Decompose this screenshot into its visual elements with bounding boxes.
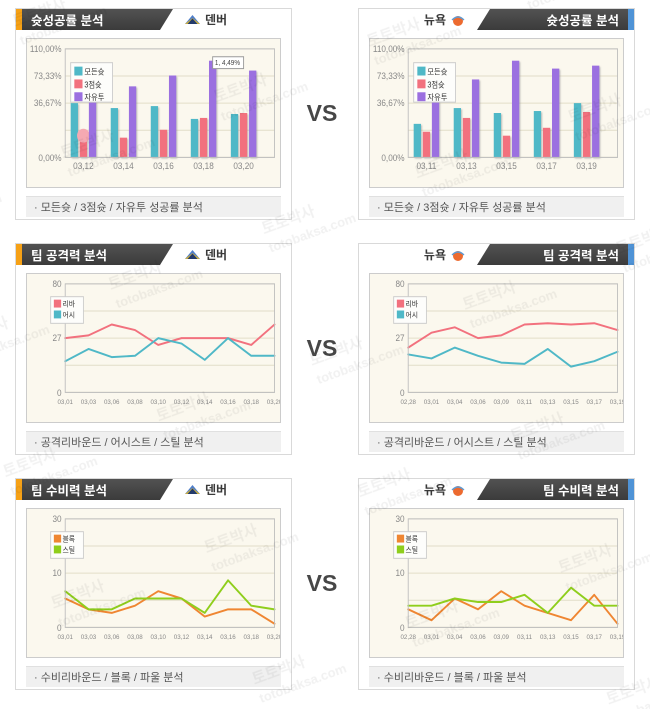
svg-text:03,17: 03,17 xyxy=(587,399,603,406)
svg-text:3점슛: 3점슛 xyxy=(84,79,101,89)
svg-text:03,03: 03,03 xyxy=(81,634,97,641)
svg-text:0,00%: 0,00% xyxy=(381,153,405,163)
svg-text:모든슛: 모든슛 xyxy=(84,67,104,76)
svg-text:36,67%: 36,67% xyxy=(377,98,405,108)
svg-text:03,09: 03,09 xyxy=(494,634,510,641)
svg-text:03,03: 03,03 xyxy=(81,399,97,406)
svg-text:10: 10 xyxy=(395,568,404,578)
svg-text:리바: 리바 xyxy=(405,299,418,308)
svg-text:03,20: 03,20 xyxy=(233,161,254,171)
svg-text:03,10: 03,10 xyxy=(151,399,167,406)
svg-text:03,16: 03,16 xyxy=(220,399,236,406)
svg-text:110,00%: 110,00% xyxy=(30,44,62,54)
svg-text:03,01: 03,01 xyxy=(57,634,73,641)
svg-text:0,00%: 0,00% xyxy=(38,153,62,163)
svg-text:03,01: 03,01 xyxy=(57,399,73,406)
svg-text:03,04: 03,04 xyxy=(447,399,463,406)
svg-text:80: 80 xyxy=(395,279,404,289)
svg-text:03,06: 03,06 xyxy=(470,399,486,406)
svg-text:30: 30 xyxy=(52,514,61,524)
svg-text:03,10: 03,10 xyxy=(151,634,167,641)
svg-text:03,18: 03,18 xyxy=(244,399,260,406)
svg-text:03,13: 03,13 xyxy=(456,161,477,171)
svg-text:블록: 블록 xyxy=(405,534,418,543)
svg-text:03,09: 03,09 xyxy=(494,399,510,406)
svg-text:03,15: 03,15 xyxy=(496,161,517,171)
svg-text:03,08: 03,08 xyxy=(127,399,143,406)
svg-text:36,67%: 36,67% xyxy=(34,98,62,108)
svg-text:03,06: 03,06 xyxy=(104,399,120,406)
svg-text:스틸: 스틸 xyxy=(62,546,75,554)
svg-text:10: 10 xyxy=(52,568,61,578)
svg-text:03,19: 03,19 xyxy=(576,161,597,171)
svg-text:03,18: 03,18 xyxy=(193,161,214,171)
svg-text:0: 0 xyxy=(57,388,62,398)
svg-text:03,16: 03,16 xyxy=(153,161,174,171)
svg-text:03,17: 03,17 xyxy=(587,634,603,641)
svg-text:03,12: 03,12 xyxy=(174,634,190,641)
svg-text:03,20: 03,20 xyxy=(267,634,280,641)
svg-text:모든슛: 모든슛 xyxy=(427,67,447,76)
svg-text:0: 0 xyxy=(400,623,405,633)
svg-text:27: 27 xyxy=(52,333,61,343)
svg-text:자유투: 자유투 xyxy=(84,93,104,102)
svg-text:03,12: 03,12 xyxy=(174,399,190,406)
svg-text:03,14: 03,14 xyxy=(113,161,134,171)
svg-text:03,13: 03,13 xyxy=(540,399,556,406)
svg-text:03,08: 03,08 xyxy=(127,634,143,641)
svg-text:03,19: 03,19 xyxy=(610,634,623,641)
svg-text:02,28: 02,28 xyxy=(400,399,416,406)
svg-text:80: 80 xyxy=(52,279,61,289)
svg-text:03,01: 03,01 xyxy=(424,634,440,641)
svg-text:1, 4,49%: 1, 4,49% xyxy=(215,60,240,67)
svg-text:02,28: 02,28 xyxy=(400,634,416,641)
svg-text:리바: 리바 xyxy=(62,299,75,308)
svg-text:03,04: 03,04 xyxy=(447,634,463,641)
svg-text:스틸: 스틸 xyxy=(405,546,418,554)
svg-text:03,17: 03,17 xyxy=(536,161,557,171)
svg-text:0: 0 xyxy=(400,388,405,398)
svg-text:03,13: 03,13 xyxy=(540,634,556,641)
svg-text:03,14: 03,14 xyxy=(197,399,213,406)
svg-text:03,15: 03,15 xyxy=(563,634,579,641)
svg-text:어시: 어시 xyxy=(405,310,418,319)
svg-text:73,33%: 73,33% xyxy=(377,71,405,81)
svg-text:03,12: 03,12 xyxy=(73,161,94,171)
svg-text:03,11: 03,11 xyxy=(416,161,436,171)
svg-text:30: 30 xyxy=(395,514,404,524)
svg-text:03,15: 03,15 xyxy=(563,399,579,406)
svg-text:03,06: 03,06 xyxy=(104,634,120,641)
svg-text:73,33%: 73,33% xyxy=(34,71,62,81)
svg-text:어시: 어시 xyxy=(62,310,75,319)
svg-text:블록: 블록 xyxy=(62,534,75,543)
svg-text:110,00%: 110,00% xyxy=(373,44,405,54)
svg-text:27: 27 xyxy=(395,333,404,343)
svg-text:03,11: 03,11 xyxy=(517,399,532,406)
svg-text:03,11: 03,11 xyxy=(517,634,532,641)
svg-text:자유투: 자유투 xyxy=(427,93,447,102)
svg-text:3점슛: 3점슛 xyxy=(427,79,444,89)
svg-text:03,16: 03,16 xyxy=(220,634,236,641)
svg-text:03,20: 03,20 xyxy=(267,399,280,406)
svg-text:03,19: 03,19 xyxy=(610,399,623,406)
svg-text:03,01: 03,01 xyxy=(424,399,440,406)
svg-text:03,14: 03,14 xyxy=(197,634,213,641)
svg-text:0: 0 xyxy=(57,623,62,633)
svg-text:03,06: 03,06 xyxy=(470,634,486,641)
svg-text:03,18: 03,18 xyxy=(244,634,260,641)
